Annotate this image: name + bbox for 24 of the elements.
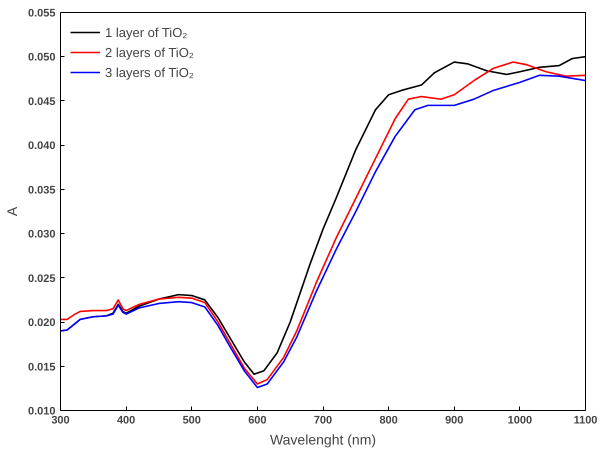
y-tick-label: 0.045 <box>28 96 56 108</box>
y-tick-label: 0.020 <box>28 317 56 330</box>
x-tick-label: 600 <box>248 414 267 426</box>
legend-label: 1 layer of TiO₂ <box>105 24 188 40</box>
x-tick-label: 400 <box>116 414 136 426</box>
x-tick-label: 300 <box>51 414 70 426</box>
x-tick-label: 500 <box>182 414 201 426</box>
y-tick-label: 0.040 <box>28 140 56 152</box>
x-tick-label: 1000 <box>508 414 532 426</box>
y-tick-label: 0.015 <box>28 361 56 374</box>
x-tick-label: 1100 <box>574 414 598 426</box>
legend-label: 3 layers of TiO₂ <box>105 64 194 80</box>
x-axis-title: Wavelenght (nm) <box>270 432 376 448</box>
x-tick-label: 800 <box>379 414 398 426</box>
y-tick-label: 0.025 <box>28 272 56 285</box>
y-tick-label: 0.050 <box>28 52 56 64</box>
x-tick-label: 900 <box>445 414 464 426</box>
y-tick-label: 0.010 <box>28 406 56 418</box>
x-tick-label: 700 <box>314 414 332 426</box>
y-axis-title: A <box>4 206 20 216</box>
y-tick-label: 0.030 <box>28 228 56 241</box>
legend-label: 2 layers of TiO₂ <box>105 44 194 60</box>
y-tick-label: 0.035 <box>28 184 56 196</box>
y-tick-label: 0.055 <box>28 8 56 20</box>
